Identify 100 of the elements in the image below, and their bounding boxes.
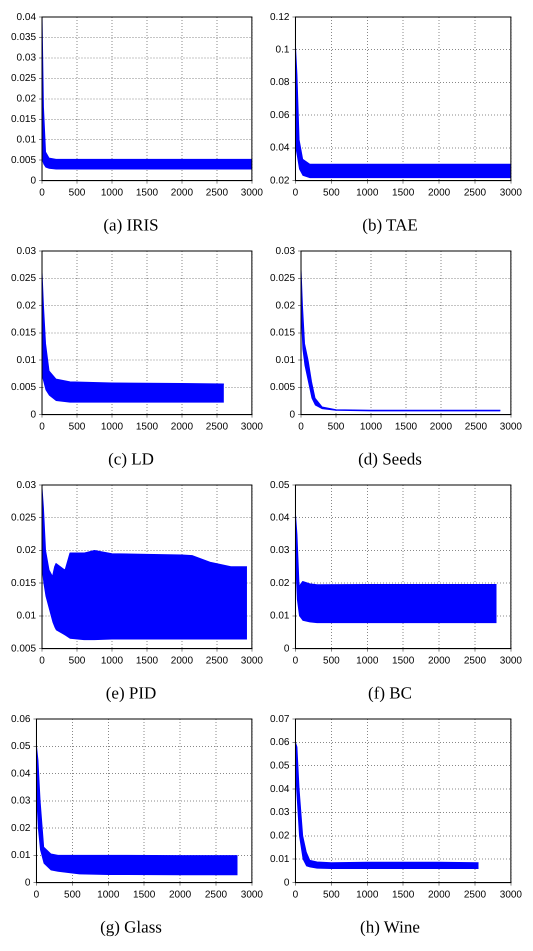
y-tick-label: 0.01 xyxy=(270,610,290,622)
x-tick-label: 3000 xyxy=(500,421,522,432)
x-tick-label: 3000 xyxy=(240,655,264,666)
y-tick-label: 0.1 xyxy=(276,44,290,56)
x-tick-label: 1500 xyxy=(136,421,159,432)
x-tick-label: 1000 xyxy=(356,889,379,900)
x-tick-label: 1500 xyxy=(394,421,418,432)
x-tick-label: 2500 xyxy=(204,889,228,900)
x-tick-label: 1500 xyxy=(392,889,415,900)
x-tick-label: 3000 xyxy=(240,187,264,198)
y-tick-label: 0.05 xyxy=(270,760,290,772)
text: (a) IRIS xyxy=(103,215,159,234)
x-tick-label: 2000 xyxy=(428,187,451,198)
x-tick-label: 2000 xyxy=(428,655,451,666)
x-tick-label: 500 xyxy=(68,421,86,432)
y-tick-label: 0.035 xyxy=(10,32,36,44)
y-tick-label: 0.06 xyxy=(10,714,31,725)
y-tick-label: 0.12 xyxy=(270,12,290,23)
x-tick-label: 2000 xyxy=(168,889,192,900)
x-tick-label: 2000 xyxy=(170,655,194,666)
x-tick-label: 1500 xyxy=(133,889,156,900)
x-tick-label: 0 xyxy=(39,655,46,666)
text: (d) Seeds xyxy=(358,449,422,468)
y-tick-label: 0.01 xyxy=(16,354,36,366)
y-tick-label: 0.02 xyxy=(270,578,290,589)
x-tick-label: 500 xyxy=(323,889,340,900)
x-tick-label: 3000 xyxy=(240,421,264,432)
y-tick-label: 0.05 xyxy=(10,741,31,752)
y-tick-label: 0.02 xyxy=(270,175,290,186)
y-tick-label: 0.025 xyxy=(10,273,36,284)
y-tick-label: 0.04 xyxy=(270,784,290,795)
y-tick-label: 0.01 xyxy=(276,354,296,366)
y-tick-label: 0.03 xyxy=(16,52,36,64)
x-tick-label: 0 xyxy=(298,421,304,432)
x-tick-label: 2000 xyxy=(428,889,451,900)
x-tick-label: 500 xyxy=(323,655,340,666)
x-tick-label: 2500 xyxy=(464,421,488,432)
x-tick-label: 500 xyxy=(68,187,86,198)
text: (c) LD xyxy=(108,449,154,468)
y-tick-label: 0.01 xyxy=(270,854,290,865)
x-tick-label: 2500 xyxy=(206,655,228,666)
x-tick-label: 2500 xyxy=(206,187,228,198)
y-tick-label: 0.015 xyxy=(10,328,36,339)
x-tick-label: 2500 xyxy=(206,421,228,432)
y-tick-label: 0.025 xyxy=(10,73,36,84)
x-tick-label: 2000 xyxy=(430,421,452,432)
y-tick-label: 0.03 xyxy=(10,796,31,807)
y-tick-label: 0 xyxy=(284,643,290,654)
y-tick-label: 0.01 xyxy=(16,134,36,146)
y-tick-label: 0.02 xyxy=(16,300,36,312)
y-tick-label: 0.03 xyxy=(270,545,290,556)
y-tick-label: 0.03 xyxy=(276,246,296,257)
y-tick-label: 0.04 xyxy=(270,512,290,524)
y-tick-label: 0.04 xyxy=(270,142,290,154)
x-tick-label: 1000 xyxy=(356,187,379,198)
text: (h) Wine xyxy=(360,917,420,936)
text: (g) Glass xyxy=(100,917,162,936)
x-tick-label: 2500 xyxy=(464,187,487,198)
y-tick-label: 0.01 xyxy=(16,610,36,622)
x-tick-label: 3000 xyxy=(500,889,522,900)
y-tick-label: 0.02 xyxy=(276,300,296,312)
x-tick-label: 1000 xyxy=(360,421,383,432)
text: (b) TAE xyxy=(362,215,418,234)
x-tick-label: 1000 xyxy=(100,421,124,432)
x-tick-label: 1500 xyxy=(136,187,159,198)
x-tick-label: 500 xyxy=(64,889,82,900)
y-tick-label: 0.005 xyxy=(10,643,36,654)
y-tick-label: 0.015 xyxy=(10,578,36,589)
y-tick-label: 0.06 xyxy=(270,737,290,748)
y-tick-label: 0.025 xyxy=(10,512,36,524)
y-tick-label: 0.02 xyxy=(270,830,290,842)
y-tick-label: 0.03 xyxy=(16,480,36,491)
x-tick-label: 3000 xyxy=(500,187,522,198)
x-tick-label: 1000 xyxy=(100,655,124,666)
x-tick-label: 500 xyxy=(328,421,345,432)
y-tick-label: 0.015 xyxy=(270,328,296,339)
x-tick-label: 2000 xyxy=(170,187,194,198)
text: (e) PID xyxy=(106,683,156,702)
y-tick-label: 0.015 xyxy=(10,114,36,125)
y-tick-label: 0.05 xyxy=(270,480,290,491)
y-tick-label: 0.04 xyxy=(16,12,36,23)
y-tick-label: 0.02 xyxy=(10,822,31,834)
x-tick-label: 0 xyxy=(39,421,46,432)
y-tick-label: 0.01 xyxy=(10,850,31,862)
x-tick-label: 2000 xyxy=(170,421,194,432)
y-tick-label: 0 xyxy=(30,175,36,186)
y-tick-label: 0.02 xyxy=(16,545,36,556)
y-tick-label: 0.005 xyxy=(270,382,296,394)
y-tick-label: 0.005 xyxy=(10,154,36,166)
x-tick-label: 1000 xyxy=(100,187,124,198)
y-tick-label: 0.005 xyxy=(10,382,36,394)
text: (f) BC xyxy=(368,683,412,702)
x-tick-label: 2500 xyxy=(464,655,487,666)
y-tick-label: 0 xyxy=(24,877,31,888)
y-tick-label: 0 xyxy=(30,409,36,420)
y-tick-label: 0 xyxy=(289,409,296,420)
x-tick-label: 1500 xyxy=(136,655,159,666)
x-tick-label: 500 xyxy=(68,655,86,666)
x-tick-label: 1000 xyxy=(97,889,120,900)
x-tick-label: 3000 xyxy=(500,655,522,666)
